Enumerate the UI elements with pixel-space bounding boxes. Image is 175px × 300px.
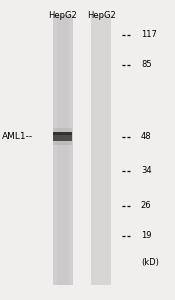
Bar [53, 132, 72, 135]
Text: 19: 19 [141, 231, 151, 240]
Bar [53, 128, 72, 145]
Text: AML1--: AML1-- [2, 132, 33, 141]
Text: 48: 48 [141, 132, 152, 141]
Text: (kD): (kD) [141, 258, 159, 267]
Text: HepG2: HepG2 [48, 11, 77, 20]
Text: 85: 85 [141, 60, 152, 69]
Text: 26: 26 [141, 201, 152, 210]
Text: HepG2: HepG2 [87, 11, 116, 20]
Text: 117: 117 [141, 30, 157, 39]
Bar [52, 15, 73, 285]
Bar [53, 132, 72, 141]
Text: 34: 34 [141, 167, 152, 176]
Bar [91, 15, 111, 285]
Bar [57, 15, 69, 285]
